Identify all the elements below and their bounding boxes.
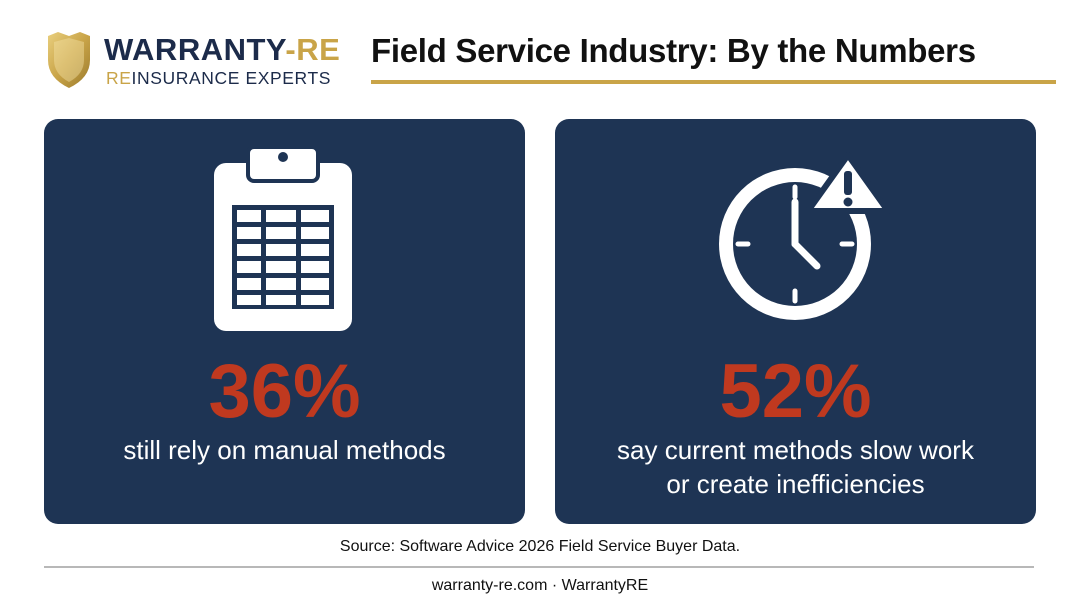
stat-caption-line: or create inefficiencies [666,469,925,499]
stat-card-inefficiencies: 52% say current methods slow work or cre… [555,119,1036,524]
stat-value: 36% [208,349,361,434]
stat-value: 52% [719,349,872,434]
source-note: Source: Software Advice 2026 Field Servi… [339,538,741,555]
stat-caption-line: say current methods slow work [617,435,974,465]
clock-warning-icon [719,152,890,320]
page-title: Field Service Industry: By the Numbers [371,32,976,69]
footer-text: warranty-re.com · WarrantyRE [431,577,649,594]
stat-caption: still rely on manual methods [123,435,446,465]
brand-name: WARRANTY-RE [104,32,341,67]
clipboard-table-icon [214,147,352,331]
brand-tagline: REINSURANCE EXPERTS [106,68,332,88]
stat-card-manual-methods: 36% still rely on manual methods [44,119,525,524]
title-underline [371,80,1056,84]
stat-caption: say current methods slow work or create … [555,433,1036,501]
brand-logo: WARRANTY-RE REINSURANCE EXPERTS [44,30,340,92]
footer-divider [44,566,1034,568]
shield-icon [48,32,90,88]
